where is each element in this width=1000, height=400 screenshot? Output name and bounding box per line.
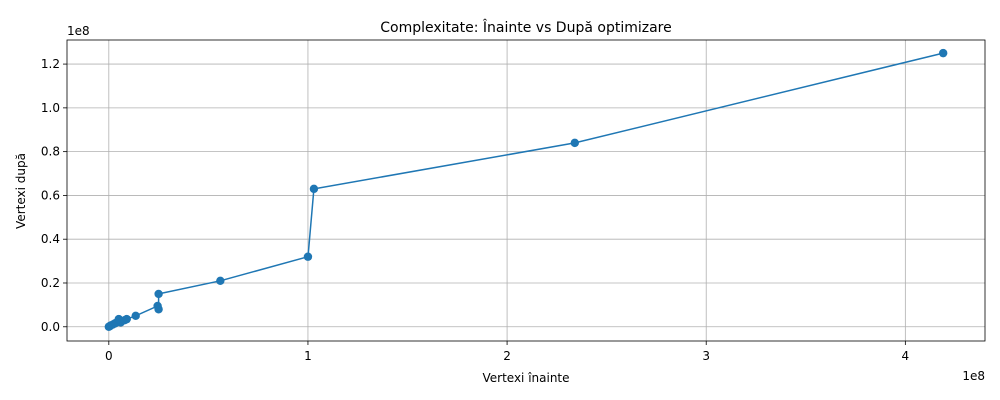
chart-title: Complexitate: Înainte vs După optimizare (380, 18, 671, 36)
y-tick-label: 0.4 (41, 232, 60, 246)
y-tick-label: 1.0 (41, 101, 60, 115)
y-tick-label: 0.2 (41, 276, 60, 290)
x-tick-label: 2 (503, 349, 511, 363)
x-tick-label: 3 (702, 349, 710, 363)
y-offset-label: 1e8 (67, 24, 90, 38)
data-point (154, 289, 163, 299)
data-point (570, 138, 579, 148)
x-tick-label: 0 (105, 349, 113, 363)
y-tick-label: 0.8 (41, 145, 60, 159)
y-tick-label: 0.6 (41, 188, 60, 202)
data-point (309, 184, 319, 194)
data-point (122, 314, 131, 324)
x-offset-label: 1e8 (962, 369, 985, 383)
x-axis-label: Vertexi înainte (482, 371, 569, 385)
x-tick-label: 4 (902, 349, 910, 363)
data-point (131, 311, 140, 321)
y-tick-label: 0.0 (41, 320, 60, 334)
data-point (154, 305, 163, 314)
ticks-layer: 0 1 2 3 4 0.0 0.2 0.4 0.6 0.8 1.0 1.2 (41, 57, 909, 363)
data-point (303, 252, 313, 261)
y-tick-label: 1.2 (41, 57, 60, 71)
x-tick-label: 1 (304, 349, 312, 363)
plot-frame (66, 39, 986, 342)
data-point (216, 276, 225, 285)
y-axis-label: Vertexi după (14, 153, 28, 229)
data-point (938, 48, 948, 58)
series-layer (104, 48, 948, 331)
